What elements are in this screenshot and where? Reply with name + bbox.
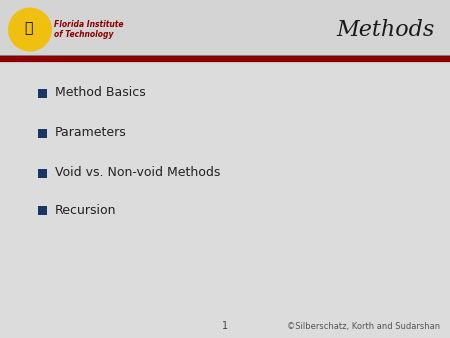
Ellipse shape — [8, 7, 52, 52]
Text: ©Silberschatz, Korth and Sudarshan: ©Silberschatz, Korth and Sudarshan — [287, 321, 440, 331]
Text: 1: 1 — [222, 321, 228, 331]
Text: Florida Institute: Florida Institute — [54, 20, 123, 29]
Text: Recursion: Recursion — [55, 203, 117, 217]
Bar — [0, 0, 450, 59]
Text: Methods: Methods — [337, 19, 435, 41]
Text: Void vs. Non-void Methods: Void vs. Non-void Methods — [55, 167, 220, 179]
Bar — [38, 206, 47, 215]
Bar — [38, 169, 47, 177]
Text: of Technology: of Technology — [54, 30, 113, 39]
Bar — [38, 89, 47, 97]
Text: Method Basics: Method Basics — [55, 87, 146, 99]
Text: 🐾: 🐾 — [24, 22, 32, 35]
Bar — [16, 16, 44, 44]
Bar — [38, 128, 47, 138]
Text: Parameters: Parameters — [55, 126, 127, 140]
